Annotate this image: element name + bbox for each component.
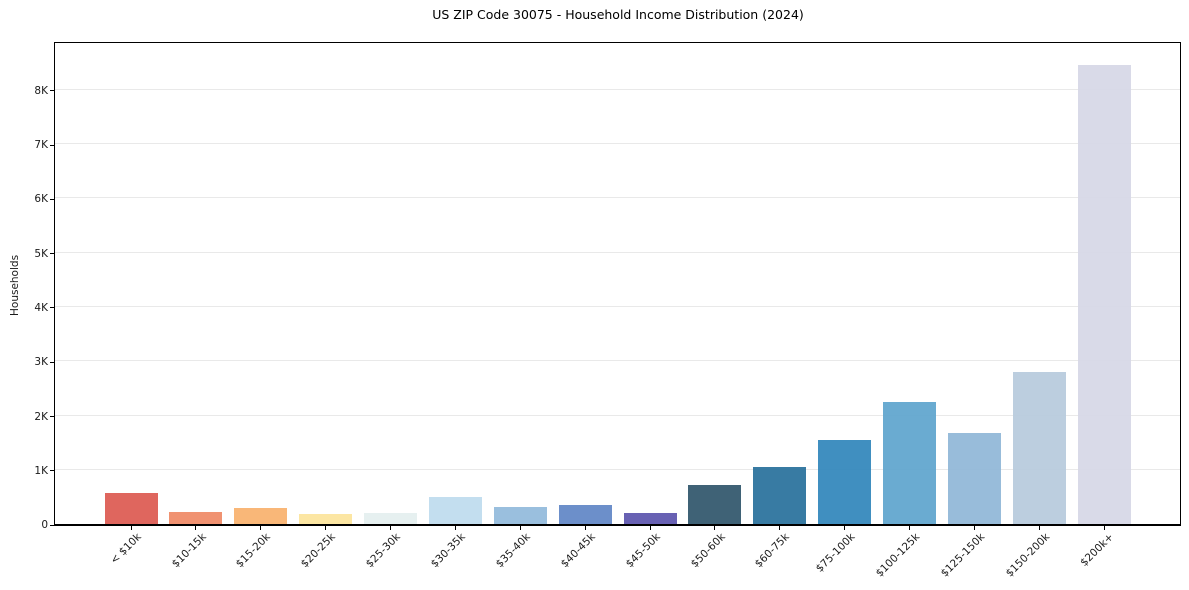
y-tick-mark bbox=[50, 416, 54, 417]
bar bbox=[104, 493, 158, 524]
x-tick-mark bbox=[779, 526, 781, 530]
x-tick-mark bbox=[195, 526, 197, 530]
bar bbox=[169, 512, 223, 524]
y-tick-label: 5K bbox=[34, 247, 48, 260]
y-tick-label: 4K bbox=[34, 301, 48, 314]
y-tick-label: 2K bbox=[34, 410, 48, 423]
plot-area bbox=[54, 42, 1181, 526]
x-tick-mark bbox=[390, 526, 391, 530]
x-tick-mark bbox=[454, 526, 456, 530]
x-tick-mark bbox=[584, 526, 586, 530]
y-tick-mark bbox=[50, 361, 54, 363]
x-tick-label: $100-125k bbox=[873, 531, 922, 580]
x-tick-label: $15-20k bbox=[234, 531, 274, 571]
y-tick-label: 8K bbox=[34, 84, 48, 97]
bar bbox=[688, 484, 742, 524]
x-tick-mark bbox=[519, 526, 521, 530]
x-tick-label: $45-50k bbox=[623, 531, 663, 571]
x-tick-label: $50-60k bbox=[688, 531, 728, 571]
x-tick-label: $40-45k bbox=[558, 531, 598, 571]
bar bbox=[623, 513, 677, 524]
bar bbox=[428, 496, 482, 524]
bar bbox=[234, 508, 288, 524]
x-tick-mark bbox=[714, 526, 716, 530]
y-tick-mark bbox=[50, 307, 54, 309]
x-tick-mark bbox=[260, 526, 262, 530]
bar bbox=[882, 402, 936, 524]
x-tick-label: $10-15k bbox=[169, 531, 209, 571]
y-tick-mark bbox=[50, 144, 54, 146]
x-tick-mark bbox=[649, 526, 651, 530]
gridline bbox=[55, 88, 1180, 90]
x-tick-mark bbox=[1038, 526, 1040, 530]
x-tick-mark bbox=[325, 526, 327, 530]
gridline bbox=[55, 197, 1180, 199]
x-tick-label: $200k+ bbox=[1078, 531, 1117, 569]
y-tick-mark bbox=[50, 253, 54, 255]
gridline bbox=[55, 143, 1180, 145]
y-tick-mark bbox=[50, 470, 54, 472]
gridline bbox=[55, 360, 1180, 362]
bar bbox=[364, 512, 417, 524]
y-tick-label: 6K bbox=[34, 193, 48, 206]
y-tick-label: 0 bbox=[41, 519, 48, 531]
x-tick-mark bbox=[973, 526, 975, 530]
x-tick-mark bbox=[130, 526, 132, 530]
bar bbox=[753, 466, 807, 524]
gridline bbox=[55, 414, 1180, 416]
y-tick-mark bbox=[50, 90, 54, 92]
x-tick-label: $35-40k bbox=[493, 531, 533, 571]
bar bbox=[299, 514, 353, 524]
x-tick-mark bbox=[908, 526, 910, 530]
x-tick-label: $30-35k bbox=[428, 531, 468, 571]
x-tick-mark bbox=[844, 526, 846, 530]
gridline bbox=[55, 251, 1180, 253]
bar bbox=[558, 504, 612, 524]
x-tick-label: $20-25k bbox=[299, 531, 339, 571]
y-tick-label: 7K bbox=[34, 139, 48, 152]
x-tick-label: $25-30k bbox=[363, 531, 403, 571]
bar bbox=[1012, 372, 1066, 524]
y-tick-label: 3K bbox=[34, 356, 48, 369]
gridline bbox=[55, 468, 1180, 470]
bar bbox=[493, 507, 547, 524]
bar bbox=[818, 439, 872, 524]
y-tick-mark bbox=[50, 198, 54, 200]
x-tick-label: $75-100k bbox=[813, 531, 858, 575]
chart-title: US ZIP Code 30075 - Household Income Dis… bbox=[432, 7, 804, 22]
gridline bbox=[55, 305, 1180, 307]
x-tick-mark bbox=[1103, 526, 1105, 530]
y-tick-label: 1K bbox=[34, 464, 48, 477]
y-tick-mark bbox=[50, 524, 54, 526]
bar bbox=[1077, 65, 1131, 524]
x-tick-label: $150-200k bbox=[1003, 531, 1052, 580]
x-tick-label: $60-75k bbox=[753, 531, 793, 571]
x-tick-label: < $10k bbox=[107, 531, 144, 567]
bar bbox=[947, 432, 1001, 524]
x-tick-label: $125-150k bbox=[938, 531, 987, 580]
